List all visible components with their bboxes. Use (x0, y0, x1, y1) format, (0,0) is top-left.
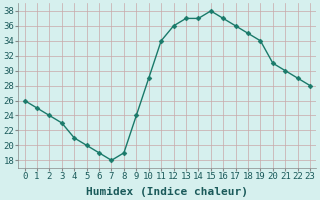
X-axis label: Humidex (Indice chaleur): Humidex (Indice chaleur) (86, 186, 248, 197)
